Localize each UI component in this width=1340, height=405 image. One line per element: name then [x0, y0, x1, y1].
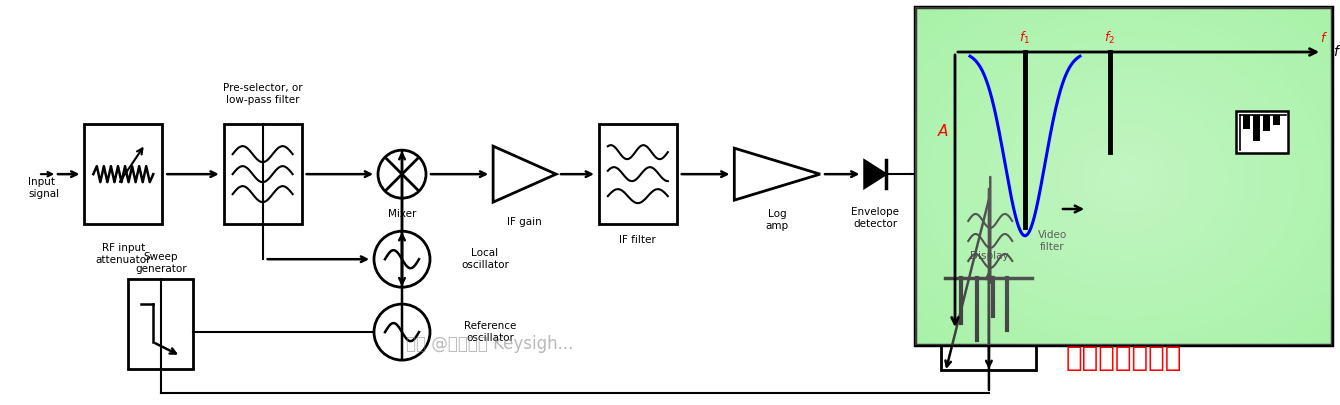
Polygon shape	[864, 160, 886, 188]
Text: A: A	[938, 124, 949, 139]
Text: IF gain: IF gain	[508, 217, 541, 227]
Bar	[129, 279, 193, 369]
Circle shape	[378, 150, 426, 198]
Text: Video
filter: Video filter	[1037, 230, 1067, 252]
Text: $f_1$: $f_1$	[1020, 30, 1030, 46]
Text: 知乎 @是德科技 Keysigh...: 知乎 @是德科技 Keysigh...	[406, 335, 574, 353]
Bar	[599, 124, 677, 224]
Text: IF filter: IF filter	[619, 235, 657, 245]
Text: Pre-selector, or
low-pass filter: Pre-selector, or low-pass filter	[222, 83, 303, 105]
Text: Envelope
detector: Envelope detector	[851, 207, 899, 229]
Bar	[1253, 115, 1260, 141]
Text: RF input
attenuator: RF input attenuator	[95, 243, 151, 265]
Bar	[1264, 115, 1270, 131]
Bar	[1273, 115, 1280, 125]
Bar	[961, 196, 1020, 286]
Polygon shape	[493, 146, 556, 202]
Circle shape	[374, 304, 430, 360]
Text: f: f	[1332, 45, 1337, 59]
Text: $f_2$: $f_2$	[1104, 30, 1115, 46]
Text: Sweep
generator: Sweep generator	[135, 252, 186, 274]
Text: f: f	[1320, 32, 1324, 45]
Polygon shape	[734, 148, 820, 200]
Bar	[1244, 115, 1250, 129]
Text: Input
signal: Input signal	[28, 177, 59, 199]
Circle shape	[374, 231, 430, 287]
Bar	[915, 7, 1332, 345]
Bar	[224, 124, 302, 224]
Text: Log
amp: Log amp	[765, 209, 789, 231]
Bar	[84, 124, 162, 224]
Text: Display: Display	[970, 251, 1008, 261]
Bar	[942, 270, 1036, 370]
Text: 滤波器扫描测试: 滤波器扫描测试	[1065, 344, 1182, 372]
Text: Mixer: Mixer	[387, 209, 417, 219]
Text: Local
oscillator: Local oscillator	[461, 248, 509, 270]
Bar	[1235, 111, 1288, 153]
Text: Reference
oscillator: Reference oscillator	[464, 321, 516, 343]
